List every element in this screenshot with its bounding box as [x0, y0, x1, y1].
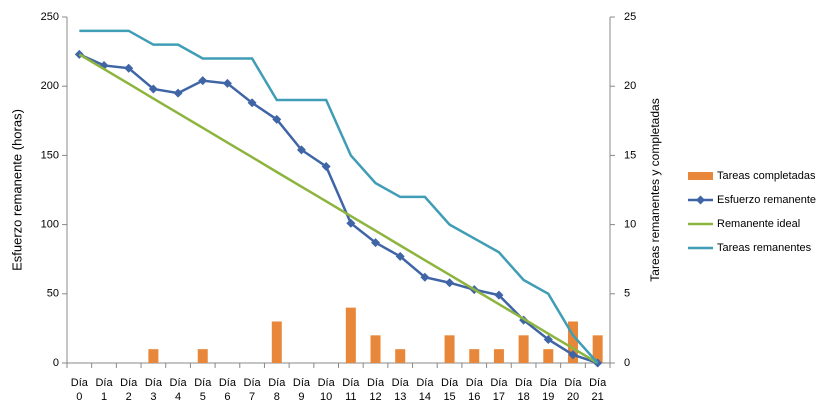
x-tick-label: Día 12 — [366, 377, 385, 403]
line — [78, 53, 599, 365]
marker — [222, 78, 232, 88]
marker — [321, 161, 331, 171]
x-tick-label: Día 10 — [317, 377, 335, 403]
legend-label: Tareas remanentes — [717, 242, 812, 254]
bar — [370, 335, 381, 363]
y-tick-label: 250 — [41, 11, 59, 23]
bar — [543, 349, 554, 363]
x-tick-label: Día 19 — [539, 377, 557, 403]
marker — [173, 88, 183, 98]
x-tick-label: Día 7 — [243, 377, 261, 403]
y-tick-label: 50 — [47, 288, 59, 300]
marker — [198, 76, 208, 86]
bar — [518, 335, 529, 363]
bar — [567, 321, 578, 363]
x-tick-label: Día 14 — [416, 377, 434, 403]
y2-tick-label: 25 — [624, 11, 636, 23]
marker — [395, 251, 405, 261]
bar — [395, 349, 406, 363]
x-tick-label: Día 5 — [194, 377, 212, 403]
x-tick-label: Día 0 — [70, 377, 88, 403]
y2-tick-label: 5 — [624, 288, 630, 300]
x-tick-label: Día 9 — [292, 377, 311, 403]
legend-marker — [696, 195, 705, 205]
bar — [444, 335, 455, 363]
marker — [420, 272, 430, 282]
marker — [272, 114, 282, 124]
x-tick-label: Día 11 — [342, 377, 360, 403]
y2-tick-label: 20 — [624, 80, 636, 92]
x-tick-label: Día 4 — [169, 377, 187, 403]
bar — [197, 349, 208, 363]
bar — [148, 349, 159, 363]
y2-axis-title: Tareas remanentes y completadas — [648, 98, 662, 281]
legend-label: Remanente ideal — [717, 218, 800, 230]
bar — [345, 307, 356, 363]
y-tick-label: 200 — [41, 80, 59, 92]
legend-label: Tareas completadas — [717, 170, 816, 182]
y-axis-title: Esfuerzo remanente (horas) — [9, 109, 24, 271]
marker — [247, 98, 257, 108]
x-tick-label: Día 8 — [268, 377, 286, 403]
marker — [124, 63, 134, 73]
y-tick-label: 100 — [41, 219, 59, 231]
marker — [148, 84, 158, 94]
x-tick-label: Día 15 — [441, 377, 459, 403]
x-tick-label: Día 21 — [589, 377, 607, 403]
y2-tick-label: 0 — [624, 357, 630, 369]
bar — [592, 335, 603, 363]
x-tick-label: Día 6 — [218, 377, 236, 403]
x-tick-label: Día 2 — [120, 377, 138, 403]
bar — [493, 349, 504, 363]
y2-tick-label: 10 — [624, 219, 636, 231]
marker — [543, 334, 553, 344]
y-tick-label: 0 — [53, 357, 59, 369]
marker — [296, 145, 306, 155]
legend-key — [688, 172, 713, 180]
marker — [568, 350, 578, 360]
x-tick-label: Día 18 — [515, 377, 533, 403]
x-tick-label: Día 1 — [95, 377, 113, 403]
line — [79, 29, 599, 364]
bar — [469, 349, 480, 363]
legend-label: Esfuerzo remanente — [717, 194, 816, 206]
marker — [445, 278, 455, 288]
line — [78, 53, 599, 365]
x-tick-label: Día 20 — [564, 377, 582, 403]
y2-tick-label: 15 — [624, 149, 636, 161]
x-tick-label: Día 17 — [490, 377, 508, 403]
y-tick-label: 150 — [41, 149, 59, 161]
marker — [494, 290, 504, 300]
x-tick-label: Día 13 — [391, 377, 409, 403]
x-tick-label: Día 16 — [465, 377, 483, 403]
marker — [371, 238, 381, 248]
marker — [346, 218, 356, 228]
x-tick-label: Día 3 — [144, 377, 162, 403]
bar — [271, 321, 282, 363]
